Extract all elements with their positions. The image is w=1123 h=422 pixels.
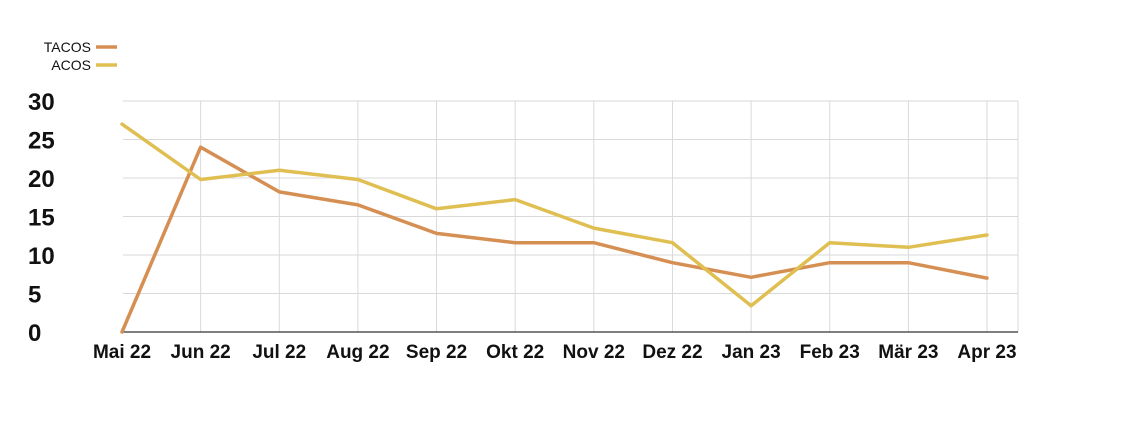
legend-label-acos: ACOS (51, 57, 91, 73)
x-tick-label: Jul 22 (252, 342, 306, 363)
x-tick-label: Nov 22 (563, 342, 625, 363)
x-tick-label: Apr 23 (957, 342, 1016, 363)
legend: TACOS ACOS (44, 39, 117, 73)
x-tick-label: Feb 23 (800, 342, 860, 363)
series-line-tacos (120, 145, 989, 334)
x-tick-label: Dez 22 (642, 342, 702, 363)
x-tick-label: Sep 22 (406, 342, 467, 363)
x-tick-label: Jan 23 (722, 342, 781, 363)
legend-label-tacos: TACOS (44, 39, 91, 55)
series-lines (120, 122, 989, 334)
y-tick-label: 0 (28, 320, 41, 347)
y-tick-label: 10 (28, 243, 55, 270)
y-tick-label: 5 (28, 282, 41, 309)
x-tick-label: Okt 22 (486, 342, 544, 363)
y-tick-label: 15 (28, 205, 55, 232)
grid (123, 100, 1019, 332)
x-tick-label: Jun 22 (171, 342, 231, 363)
series-line-acos (120, 122, 989, 308)
x-tick-label: Mär 23 (878, 342, 938, 363)
x-tick-label: Aug 22 (326, 342, 389, 363)
axes: 0 5 10 15 20 25 30 Mai 22 Jun 22 Jul 22 Aug 22 Sep … (28, 89, 1018, 363)
y-tick-label: 30 (28, 89, 55, 116)
y-tick-label: 25 (28, 128, 55, 155)
y-tick-label: 20 (28, 166, 55, 193)
x-tick-label: Mai 22 (93, 342, 151, 363)
